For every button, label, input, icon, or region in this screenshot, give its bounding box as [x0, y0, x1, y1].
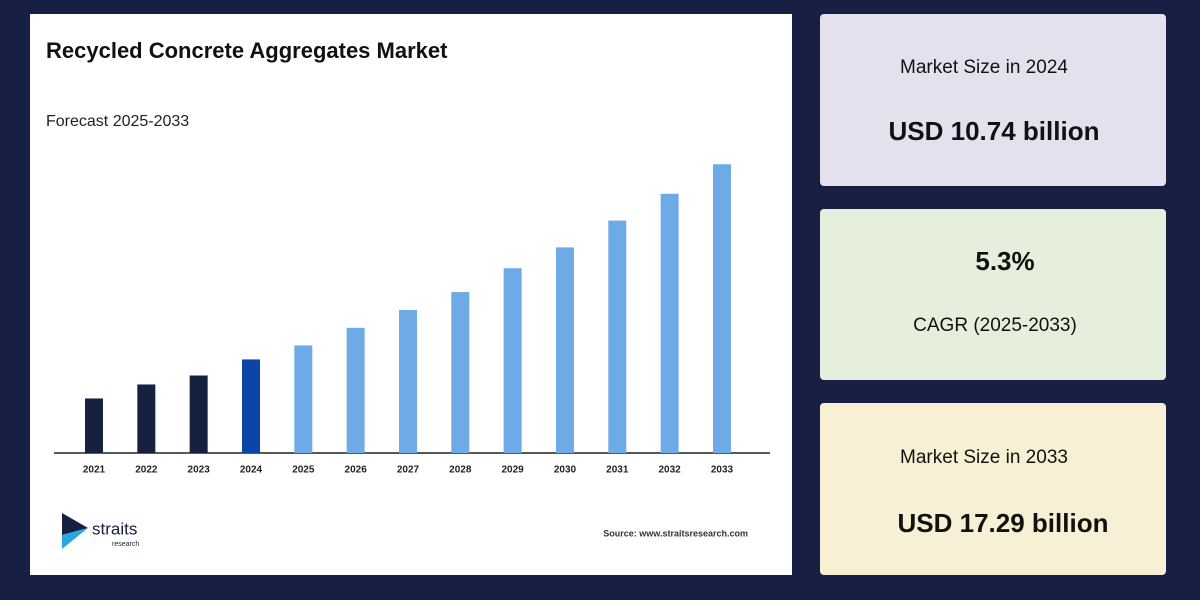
- x-tick-label: 2027: [397, 465, 420, 476]
- x-tick-label: 2024: [240, 465, 263, 476]
- card-value: USD 17.29 billion: [898, 508, 1109, 538]
- stat-card: [820, 403, 1166, 575]
- bar: [137, 384, 156, 453]
- bar: [503, 268, 522, 453]
- bar: [85, 398, 103, 453]
- x-tick-label: 2023: [188, 465, 211, 476]
- stat-card: [820, 209, 1166, 380]
- bar: [241, 359, 260, 453]
- bar: [555, 247, 574, 453]
- chart-title: Recycled Concrete Aggregates Market: [46, 38, 448, 63]
- bar: [712, 164, 731, 453]
- x-tick-label: 2026: [345, 465, 368, 476]
- x-tick-label: 2022: [135, 465, 158, 476]
- x-tick-label: 2029: [502, 465, 525, 476]
- logo-mark: [62, 528, 88, 549]
- card-value: USD 10.74 billion: [889, 116, 1100, 146]
- bar: [189, 375, 208, 453]
- logo-mark: [62, 513, 88, 535]
- x-tick-label: 2031: [606, 465, 629, 476]
- chart-subtitle: Forecast 2025-2033: [46, 113, 189, 130]
- logo-tagline: research: [112, 541, 139, 548]
- x-tick-label: 2021: [83, 465, 106, 476]
- card-label: CAGR (2025-2033): [913, 315, 1077, 336]
- x-tick-label: 2033: [711, 465, 734, 476]
- stat-card: [820, 14, 1166, 186]
- bar: [398, 309, 417, 453]
- logo-name: straits: [92, 519, 137, 538]
- x-tick-label: 2030: [554, 465, 577, 476]
- x-tick-label: 2032: [659, 465, 682, 476]
- x-tick-label: 2028: [449, 465, 472, 476]
- bar: [660, 193, 679, 454]
- bar: [451, 292, 470, 453]
- card-value: 5.3%: [975, 246, 1034, 276]
- bar: [346, 327, 365, 453]
- card-label: Market Size in 2033: [900, 447, 1068, 468]
- bar: [294, 345, 313, 453]
- x-tick-label: 2025: [292, 465, 315, 476]
- source: Source: www.straitsresearch.com: [603, 528, 748, 538]
- bar: [608, 220, 627, 453]
- card-label: Market Size in 2024: [900, 57, 1068, 78]
